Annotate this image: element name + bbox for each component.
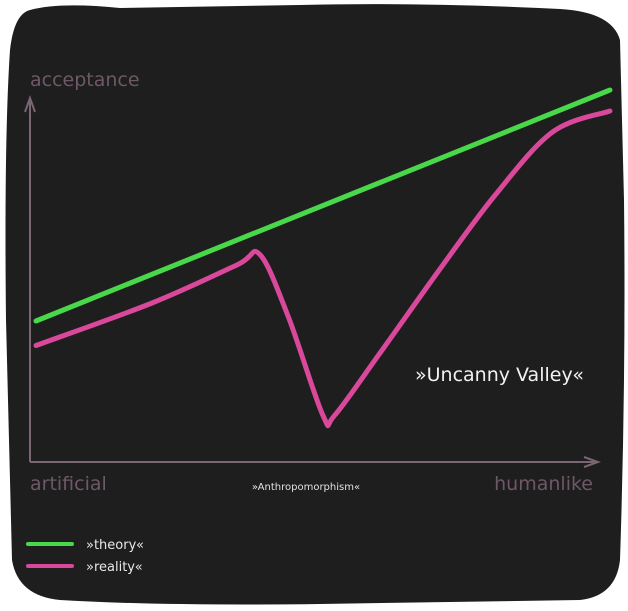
- uncanny-valley-annotation: »Uncanny Valley«: [415, 364, 584, 386]
- x-axis-end-label: humanlike: [494, 473, 593, 495]
- legend-label-reality: »reality«: [86, 560, 143, 575]
- legend: »theory« »reality«: [26, 538, 144, 575]
- series-line-reality: [33, 108, 613, 429]
- chart-background: [5, 4, 625, 605]
- series-layer: [33, 87, 613, 429]
- y-axis-arrow: [24, 95, 36, 113]
- plot-area: [24, 87, 613, 468]
- x-axis-arrow: [583, 456, 601, 468]
- x-axis-start-label: artificial: [30, 473, 107, 495]
- legend-label-theory: »theory«: [86, 538, 144, 553]
- x-axis-label: »Anthropomorphism«: [252, 482, 360, 493]
- series-line-theory: [33, 87, 613, 324]
- y-axis-label: acceptance: [30, 69, 140, 91]
